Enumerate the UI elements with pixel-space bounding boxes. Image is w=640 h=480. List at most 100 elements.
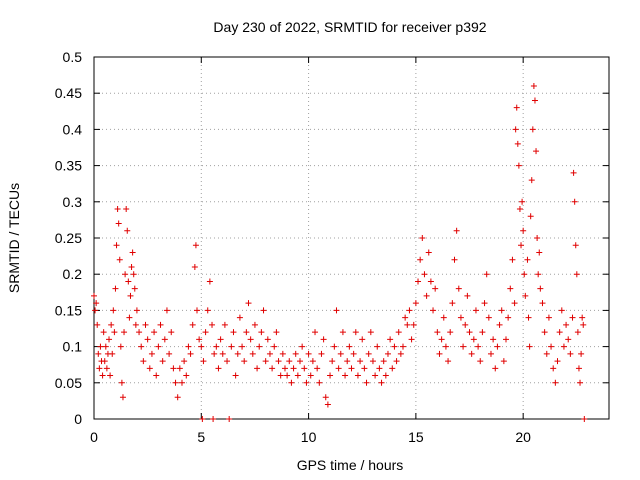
data-point — [136, 329, 143, 336]
data-point — [400, 343, 406, 350]
data-point — [494, 343, 501, 350]
data-point — [153, 372, 160, 379]
data-point — [292, 350, 299, 357]
data-point — [395, 329, 402, 336]
data-point — [440, 314, 447, 321]
data-point — [294, 372, 301, 379]
data-point — [574, 329, 581, 336]
data-point — [121, 329, 128, 336]
data-point — [498, 307, 505, 314]
data-point — [100, 329, 107, 336]
data-point — [140, 358, 147, 365]
data-point — [228, 343, 235, 350]
data-point — [103, 365, 110, 372]
data-point — [116, 256, 123, 263]
data-point — [243, 329, 250, 336]
data-point — [118, 379, 125, 386]
data-point — [130, 271, 137, 278]
data-point — [490, 336, 497, 343]
data-point — [479, 329, 486, 336]
data-point — [297, 358, 303, 365]
data-point — [534, 235, 541, 241]
data-point — [163, 307, 170, 314]
data-point — [359, 336, 366, 343]
data-point — [198, 343, 205, 350]
data-point — [249, 350, 256, 357]
data-point — [520, 227, 527, 234]
data-point — [170, 365, 177, 372]
data-point — [221, 321, 228, 328]
data-point — [410, 321, 417, 328]
data-point — [256, 343, 263, 350]
data-point — [543, 350, 550, 357]
data-point — [393, 358, 400, 365]
data-point — [575, 365, 582, 372]
data-point — [512, 126, 519, 133]
data-point — [545, 314, 552, 321]
data-point — [187, 350, 194, 357]
data-point — [572, 242, 579, 249]
data-point — [468, 350, 475, 357]
data-point — [445, 358, 452, 365]
data-point — [402, 314, 409, 321]
y-tick-label: 0.5 — [63, 49, 83, 65]
data-point — [382, 372, 389, 379]
data-point — [281, 365, 288, 372]
data-point — [200, 358, 207, 365]
data-point — [142, 321, 149, 328]
data-point — [361, 365, 368, 372]
y-tick-label: 0.25 — [55, 230, 82, 246]
data-point — [277, 372, 284, 379]
data-point — [580, 321, 587, 328]
data-point — [110, 307, 117, 314]
data-point — [96, 365, 103, 372]
data-point — [376, 365, 383, 372]
data-point — [148, 350, 155, 357]
data-point — [579, 314, 586, 321]
data-point — [241, 358, 248, 365]
data-point — [275, 358, 282, 365]
data-point — [232, 372, 239, 379]
y-tick-label: 0.15 — [55, 302, 82, 318]
x-tick-label: 15 — [408, 429, 424, 445]
data-point — [387, 336, 394, 343]
data-point — [537, 285, 544, 292]
data-point — [357, 358, 364, 365]
data-point — [327, 372, 334, 379]
data-point — [427, 278, 434, 285]
data-point — [224, 358, 231, 365]
data-point — [335, 365, 342, 372]
data-point — [548, 343, 555, 350]
data-point — [181, 358, 188, 365]
data-point — [115, 220, 122, 227]
data-point — [161, 336, 168, 343]
data-point — [123, 206, 130, 213]
data-point — [95, 350, 102, 357]
data-point — [425, 249, 432, 256]
data-point — [536, 249, 543, 256]
data-point — [406, 307, 413, 314]
data-point — [554, 358, 561, 365]
data-point — [303, 379, 310, 386]
data-point — [108, 321, 115, 328]
data-point — [159, 358, 166, 365]
data-point — [114, 206, 121, 213]
data-point — [97, 343, 104, 350]
data-point — [509, 256, 516, 263]
data-point — [329, 358, 336, 365]
data-point — [146, 365, 153, 372]
data-point — [404, 321, 411, 328]
data-point — [128, 263, 135, 270]
data-point — [117, 343, 124, 350]
data-point — [266, 350, 273, 357]
data-point — [500, 358, 507, 365]
data-point — [434, 329, 441, 336]
data-point — [571, 198, 578, 205]
data-point — [219, 350, 226, 357]
data-point — [183, 372, 190, 379]
data-point — [533, 148, 540, 155]
data-point — [346, 343, 353, 350]
y-tick-label: 0.35 — [55, 158, 82, 174]
data-point — [417, 256, 424, 263]
data-point — [530, 82, 537, 89]
